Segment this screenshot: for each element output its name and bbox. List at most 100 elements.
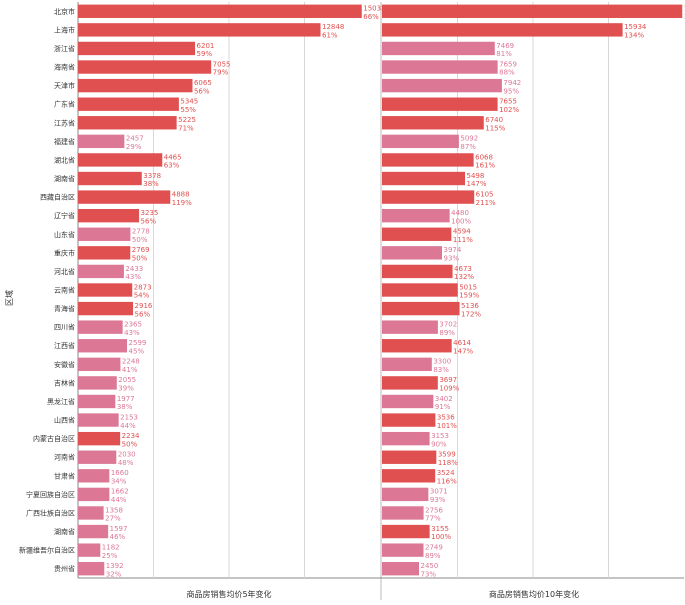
percent-label: 63% bbox=[164, 162, 180, 170]
value-label: 5225 bbox=[178, 116, 196, 124]
value-label: 3536 bbox=[437, 413, 455, 421]
value-label: 2153 bbox=[120, 413, 138, 421]
percent-label: 50% bbox=[132, 255, 148, 263]
value-label: 3599 bbox=[438, 451, 456, 459]
category-label: 内蒙古自治区 bbox=[33, 434, 75, 443]
value-label: 3300 bbox=[433, 358, 451, 366]
bar bbox=[382, 134, 459, 149]
category-label: 广西壮族自治区 bbox=[26, 508, 75, 517]
category-label: 天津市 bbox=[54, 81, 75, 90]
percent-label: 29% bbox=[126, 143, 142, 151]
bar bbox=[78, 506, 104, 520]
category-label: 江西省 bbox=[54, 341, 75, 350]
value-label: 3974 bbox=[444, 246, 462, 254]
percent-label: 73% bbox=[420, 570, 436, 578]
bar bbox=[78, 227, 131, 241]
bar bbox=[382, 208, 450, 223]
percent-label: 50% bbox=[122, 440, 138, 448]
percent-label: 147% bbox=[453, 347, 473, 355]
percent-label: 211% bbox=[476, 199, 496, 207]
value-label: 3524 bbox=[437, 469, 455, 477]
percent-label: 81% bbox=[496, 50, 512, 58]
bar bbox=[382, 376, 438, 390]
percent-label: 46% bbox=[110, 533, 126, 541]
bar bbox=[78, 357, 121, 372]
bar bbox=[382, 413, 436, 427]
category-label: 辽宁省 bbox=[54, 211, 75, 220]
value-label: 7942 bbox=[503, 79, 521, 87]
bars bbox=[78, 4, 683, 576]
bar bbox=[78, 4, 362, 18]
bar bbox=[78, 41, 196, 56]
percent-label: 34% bbox=[111, 477, 127, 485]
category-label: 西藏自治区 bbox=[40, 193, 75, 202]
bar bbox=[78, 23, 321, 37]
category-label: 贵州省 bbox=[54, 564, 75, 573]
bar bbox=[382, 524, 430, 539]
bar bbox=[382, 339, 452, 353]
percent-label: 95% bbox=[503, 87, 519, 95]
category-label: 北京市 bbox=[54, 7, 75, 16]
percent-label: 132% bbox=[454, 273, 474, 281]
bar bbox=[78, 60, 212, 74]
value-label: 1358 bbox=[105, 506, 123, 514]
percent-label: 113% bbox=[684, 13, 685, 21]
value-label: 6740 bbox=[485, 116, 503, 124]
category-label: 广东省 bbox=[54, 100, 75, 109]
percent-label: 93% bbox=[444, 255, 460, 263]
bar bbox=[382, 153, 474, 167]
panel-title-5yr: 商品房销售均价5年变化 bbox=[186, 589, 271, 599]
bar bbox=[78, 339, 128, 353]
value-label: 3697 bbox=[439, 376, 457, 384]
value-label: 1182 bbox=[102, 543, 120, 551]
bar bbox=[382, 97, 498, 111]
value-label: 5345 bbox=[180, 98, 198, 106]
percent-label: 27% bbox=[105, 515, 121, 523]
value-label: 6201 bbox=[197, 42, 215, 50]
bar bbox=[78, 97, 179, 111]
category-tick-labels: 北京市上海市浙江省海南省天津市广东省江苏省福建省湖北省湖南省西藏自治区辽宁省山东… bbox=[19, 7, 75, 573]
percent-label: 134% bbox=[624, 32, 644, 40]
percent-label: 50% bbox=[132, 236, 148, 244]
percent-label: 119% bbox=[172, 199, 192, 207]
bar bbox=[78, 78, 193, 93]
bar bbox=[78, 301, 134, 316]
value-label: 4888 bbox=[172, 190, 190, 198]
value-label: 7659 bbox=[499, 60, 517, 68]
bar bbox=[78, 394, 116, 409]
value-label: 4594 bbox=[453, 228, 471, 236]
value-label: 2599 bbox=[129, 339, 147, 347]
percent-label: 159% bbox=[459, 292, 479, 300]
value-label: 3155 bbox=[431, 525, 449, 533]
bar bbox=[78, 320, 123, 334]
percent-label: 54% bbox=[134, 292, 150, 300]
bar bbox=[382, 487, 429, 502]
bar bbox=[382, 562, 419, 576]
percent-label: 116% bbox=[437, 477, 457, 485]
category-label: 四川省 bbox=[54, 323, 75, 332]
value-label: 6065 bbox=[194, 79, 212, 87]
value-label: 7469 bbox=[496, 42, 514, 50]
percent-label: 111% bbox=[453, 236, 473, 244]
value-label: 2749 bbox=[425, 543, 443, 551]
category-label: 重庆市 bbox=[54, 248, 75, 257]
category-label: 云南省 bbox=[54, 286, 75, 295]
bar bbox=[78, 171, 142, 186]
category-label: 山西省 bbox=[54, 416, 75, 425]
bar bbox=[382, 190, 475, 204]
value-label: 1977 bbox=[117, 395, 135, 403]
percent-label: 56% bbox=[141, 217, 157, 225]
data-labels: 1503366%1284861%620159%705579%606556%534… bbox=[102, 5, 685, 579]
category-label: 宁夏回族自治区 bbox=[26, 490, 75, 499]
value-label: 5498 bbox=[467, 172, 485, 180]
value-label: 2433 bbox=[125, 265, 143, 273]
value-label: 1660 bbox=[111, 469, 129, 477]
bar bbox=[382, 357, 432, 372]
category-label: 湖北省 bbox=[54, 155, 75, 164]
bar bbox=[78, 283, 133, 297]
percent-label: 87% bbox=[460, 143, 476, 151]
percent-label: 55% bbox=[180, 106, 196, 114]
percent-label: 91% bbox=[435, 403, 451, 411]
percent-label: 43% bbox=[124, 329, 140, 337]
percent-label: 45% bbox=[129, 347, 145, 355]
